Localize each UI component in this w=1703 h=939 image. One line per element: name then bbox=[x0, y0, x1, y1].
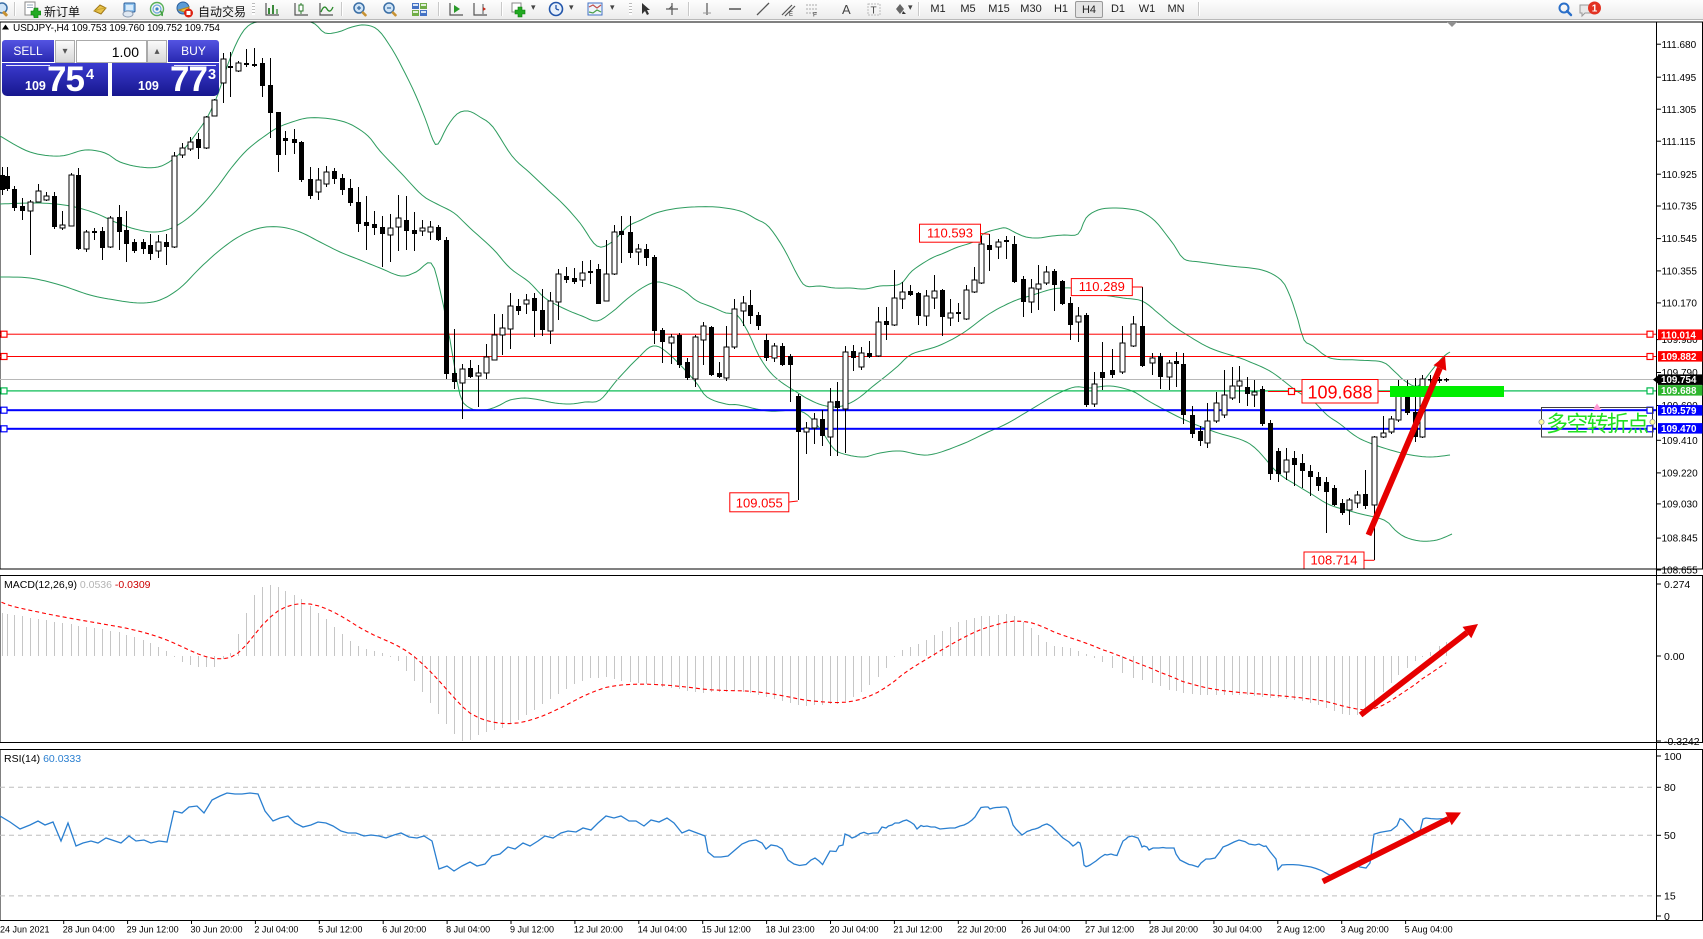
svg-text:20 Jul 04:00: 20 Jul 04:00 bbox=[830, 925, 879, 935]
svg-text:111.115: 111.115 bbox=[1662, 137, 1696, 148]
svg-text:30 Jul 04:00: 30 Jul 04:00 bbox=[1213, 925, 1262, 935]
svg-text:50: 50 bbox=[1664, 830, 1676, 842]
svg-text:109.882: 109.882 bbox=[1661, 352, 1697, 363]
svg-text:24 Jun 2021: 24 Jun 2021 bbox=[0, 925, 50, 935]
svg-text:E: E bbox=[789, 12, 793, 18]
svg-text:1: 1 bbox=[1592, 4, 1598, 15]
svg-text:28 Jun 04:00: 28 Jun 04:00 bbox=[63, 925, 115, 935]
svg-text:-0.3242: -0.3242 bbox=[1664, 736, 1700, 748]
svg-text:100: 100 bbox=[1664, 751, 1682, 763]
svg-text:F: F bbox=[813, 12, 817, 19]
svg-text:110.014: 110.014 bbox=[1661, 330, 1696, 341]
svg-text:18 Jul 23:00: 18 Jul 23:00 bbox=[766, 925, 815, 935]
svg-text:0.274: 0.274 bbox=[1664, 579, 1690, 591]
svg-text:21 Jul 12:00: 21 Jul 12:00 bbox=[893, 925, 942, 935]
svg-text:6 Jul 20:00: 6 Jul 20:00 bbox=[382, 925, 426, 935]
svg-text:110.545: 110.545 bbox=[1662, 234, 1698, 245]
svg-text:15: 15 bbox=[1664, 891, 1676, 903]
svg-text:109.030: 109.030 bbox=[1662, 500, 1699, 511]
svg-text:110.170: 110.170 bbox=[1662, 299, 1698, 310]
svg-text:26 Jul 04:00: 26 Jul 04:00 bbox=[1021, 925, 1070, 935]
svg-text:RSI(14) 60.0333: RSI(14) 60.0333 bbox=[4, 753, 81, 765]
svg-text:USDJPY-,H4 109.753 109.760 10: USDJPY-,H4 109.753 109.760 109.752 109.7… bbox=[13, 23, 220, 34]
svg-text:3 Aug 20:00: 3 Aug 20:00 bbox=[1341, 925, 1389, 935]
svg-text:多空转折点: 多空转折点 bbox=[1546, 412, 1649, 437]
svg-text:110.735: 110.735 bbox=[1662, 202, 1698, 213]
svg-text:28 Jul 20:00: 28 Jul 20:00 bbox=[1149, 925, 1198, 935]
svg-text:110.593: 110.593 bbox=[927, 226, 973, 241]
svg-text:111.305: 111.305 bbox=[1662, 105, 1697, 116]
svg-text:109.790: 109.790 bbox=[1662, 368, 1699, 379]
svg-text:109.754: 109.754 bbox=[1661, 375, 1697, 386]
svg-text:30 Jun 20:00: 30 Jun 20:00 bbox=[191, 925, 243, 935]
svg-text:109.055: 109.055 bbox=[736, 495, 783, 510]
svg-text:108.845: 108.845 bbox=[1662, 534, 1699, 545]
svg-text:110.355: 110.355 bbox=[1662, 267, 1698, 278]
svg-text:2 Jul 04:00: 2 Jul 04:00 bbox=[254, 925, 298, 935]
svg-text:110.289: 110.289 bbox=[1079, 279, 1125, 294]
svg-text:T: T bbox=[871, 6, 877, 17]
svg-text:14 Jul 04:00: 14 Jul 04:00 bbox=[638, 925, 687, 935]
svg-text:A: A bbox=[842, 2, 851, 17]
svg-text:80: 80 bbox=[1664, 782, 1676, 794]
svg-text:15 Jul 12:00: 15 Jul 12:00 bbox=[702, 925, 751, 935]
svg-text:22 Jul 20:00: 22 Jul 20:00 bbox=[957, 925, 1006, 935]
svg-text:27 Jul 12:00: 27 Jul 12:00 bbox=[1085, 925, 1134, 935]
svg-text:29 Jun 12:00: 29 Jun 12:00 bbox=[127, 925, 179, 935]
svg-text:12 Jul 20:00: 12 Jul 20:00 bbox=[574, 925, 623, 935]
svg-text:108.714: 108.714 bbox=[1311, 553, 1358, 568]
svg-text:5 Aug 04:00: 5 Aug 04:00 bbox=[1405, 925, 1453, 935]
svg-text:9 Jul 12:00: 9 Jul 12:00 bbox=[510, 925, 554, 935]
svg-text:111.680: 111.680 bbox=[1662, 40, 1697, 51]
svg-text:109.980: 109.980 bbox=[1662, 335, 1699, 346]
svg-text:0: 0 bbox=[1664, 911, 1670, 923]
svg-text:0.00: 0.00 bbox=[1664, 651, 1685, 663]
svg-text:5 Jul 12:00: 5 Jul 12:00 bbox=[318, 925, 362, 935]
svg-text:109.220: 109.220 bbox=[1662, 469, 1699, 480]
svg-text:109.410: 109.410 bbox=[1662, 436, 1699, 447]
svg-text:108.655: 108.655 bbox=[1662, 566, 1699, 577]
svg-text:109.579: 109.579 bbox=[1661, 406, 1697, 417]
svg-text:109.688: 109.688 bbox=[1307, 383, 1372, 403]
svg-text:110.925: 110.925 bbox=[1662, 170, 1698, 181]
svg-text:MACD(12,26,9) 0.0536 -0.0309: MACD(12,26,9) 0.0536 -0.0309 bbox=[4, 579, 151, 591]
svg-text:8 Jul 04:00: 8 Jul 04:00 bbox=[446, 925, 490, 935]
svg-text:111.495: 111.495 bbox=[1662, 73, 1697, 84]
svg-text:109.688: 109.688 bbox=[1661, 386, 1697, 397]
svg-text:2 Aug 12:00: 2 Aug 12:00 bbox=[1277, 925, 1325, 935]
svg-text:109.470: 109.470 bbox=[1661, 424, 1697, 435]
